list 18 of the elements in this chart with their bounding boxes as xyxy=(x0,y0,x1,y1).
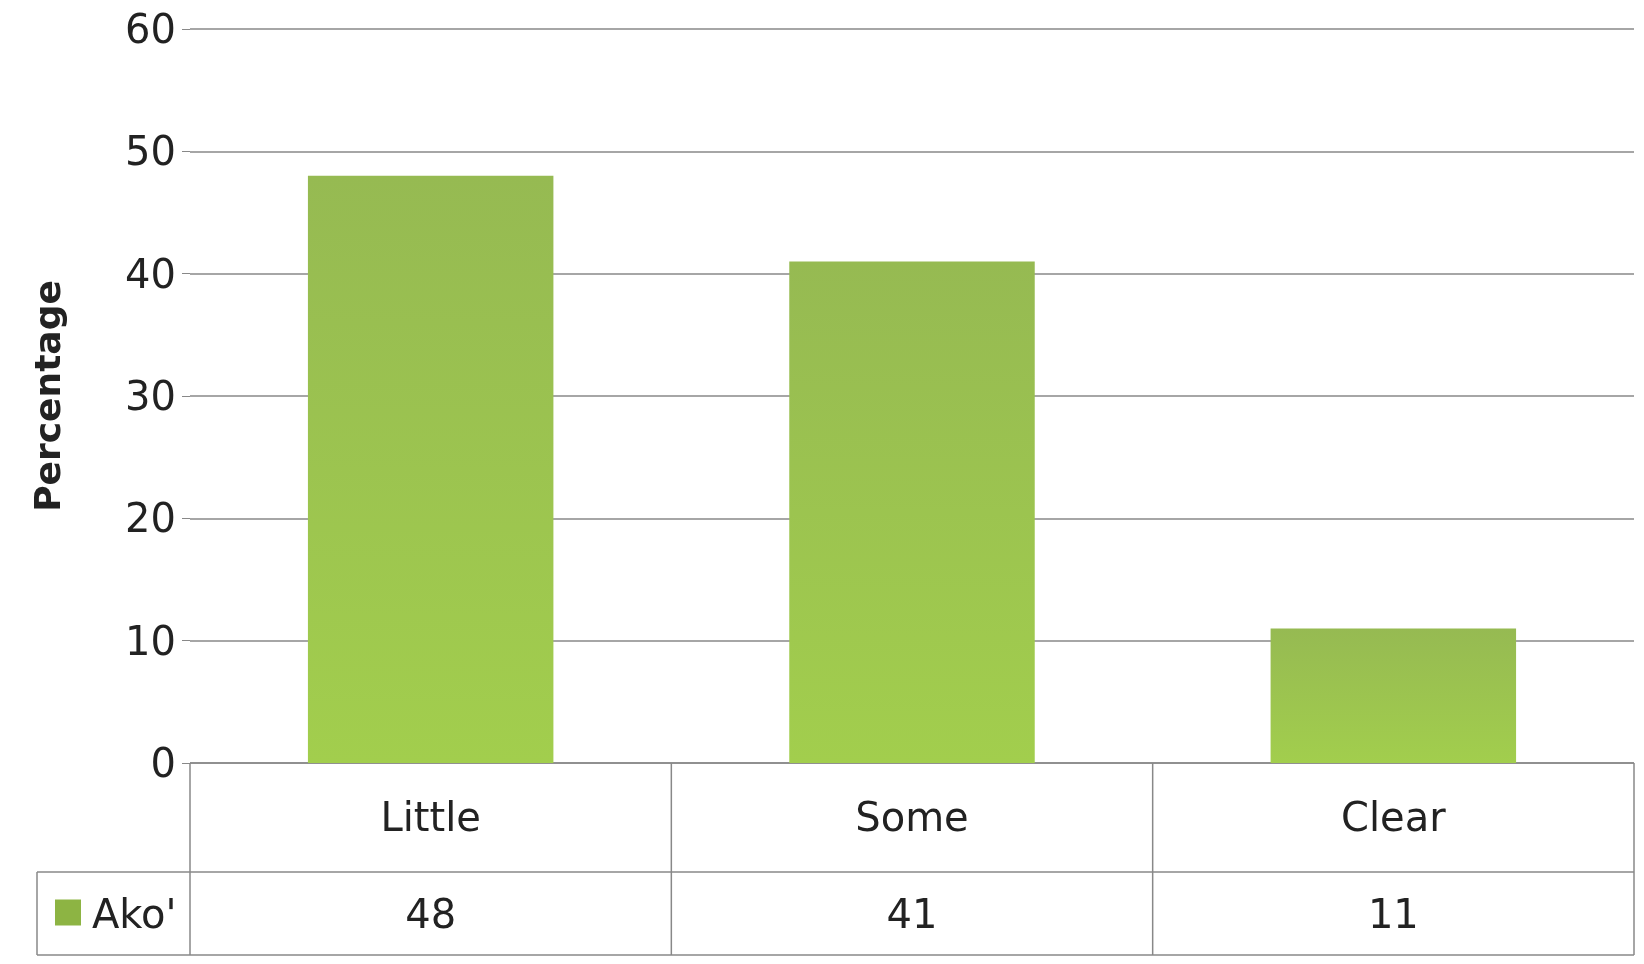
bar xyxy=(307,175,554,763)
bar xyxy=(1270,628,1517,763)
y-tick-label: 40 xyxy=(125,250,176,297)
y-tick-label: 10 xyxy=(125,617,176,664)
y-tick-label: 30 xyxy=(125,373,176,419)
legend-label: Ako' xyxy=(92,890,177,937)
data-label: 11 xyxy=(1367,890,1419,937)
y-tick-label: 20 xyxy=(125,495,176,542)
bar xyxy=(789,261,1035,763)
x-tick-label: Clear xyxy=(1341,794,1447,840)
y-tick-label: 60 xyxy=(125,6,176,52)
data-label: 41 xyxy=(886,890,938,937)
y-axis-title: Percentage xyxy=(26,280,68,512)
x-tick-label: Some xyxy=(855,794,969,840)
y-tick-label: 50 xyxy=(125,128,176,175)
data-label: 48 xyxy=(405,890,457,937)
x-tick-label: Little xyxy=(380,794,481,840)
y-tick-label: 0 xyxy=(150,740,176,786)
